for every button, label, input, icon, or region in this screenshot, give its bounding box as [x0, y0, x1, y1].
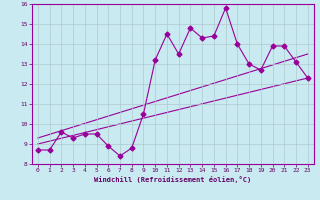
X-axis label: Windchill (Refroidissement éolien,°C): Windchill (Refroidissement éolien,°C)	[94, 176, 252, 183]
